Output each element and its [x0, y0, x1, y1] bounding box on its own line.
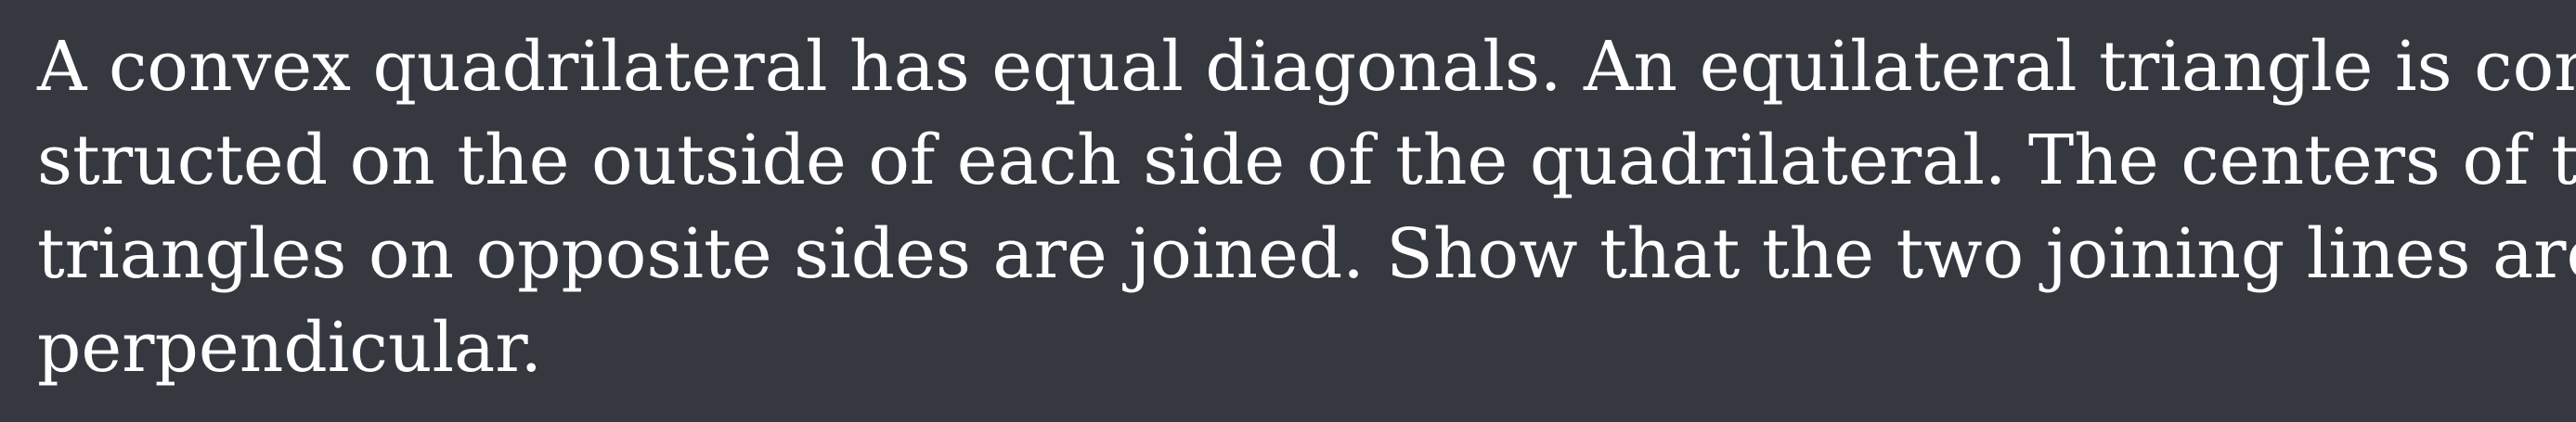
text-line-2: structed on the outside of each side of …	[37, 121, 2576, 200]
text-line-1: A convex quadrilateral has equal diagona…	[37, 27, 2576, 107]
text-line-4: perpendicular.	[37, 308, 543, 388]
text-line-3: triangles on opposite sides are joined. …	[37, 214, 2576, 294]
problem-statement: A convex quadrilateral has equal diagona…	[37, 20, 2576, 395]
